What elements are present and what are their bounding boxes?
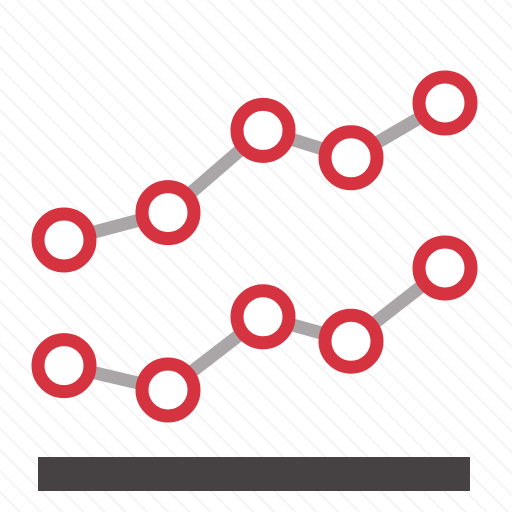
series-1-marker-5 <box>412 70 478 136</box>
series-1-marker-2 <box>135 180 201 246</box>
series-1-marker-1 <box>31 207 97 273</box>
series-2-marker-5 <box>412 235 478 301</box>
series-1-marker-4 <box>318 125 384 191</box>
series-2-marker-2 <box>135 357 201 423</box>
series-2-marker-3 <box>230 284 296 350</box>
data-markers <box>31 70 478 423</box>
baseline-bar <box>38 457 470 491</box>
series-2-marker-4 <box>318 308 384 374</box>
series-2-marker-1 <box>31 333 97 399</box>
series-1-marker-3 <box>230 97 296 163</box>
